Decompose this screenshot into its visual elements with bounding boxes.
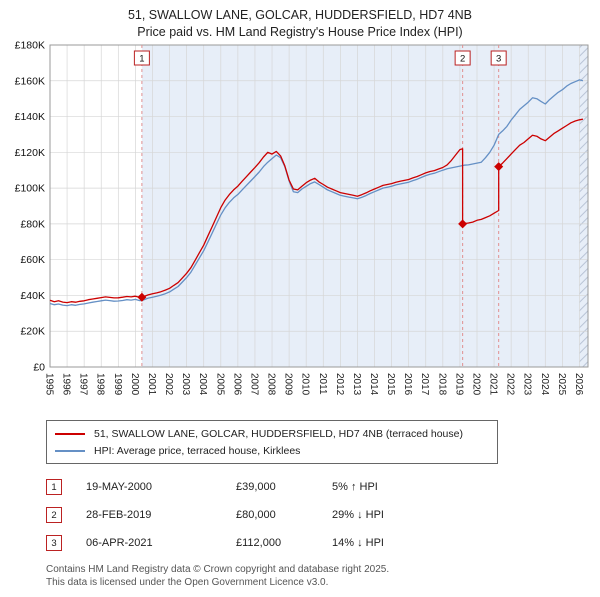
svg-text:2016: 2016	[402, 373, 413, 396]
transaction-row: 2 28-FEB-2019 £80,000 29% ↓ HPI	[46, 507, 600, 523]
svg-text:2006: 2006	[231, 373, 242, 396]
svg-text:1995: 1995	[44, 373, 55, 396]
transaction-date: 28-FEB-2019	[86, 509, 152, 521]
svg-text:2025: 2025	[556, 373, 567, 396]
svg-text:£0: £0	[33, 362, 45, 374]
svg-text:2011: 2011	[317, 373, 328, 395]
svg-text:2: 2	[460, 54, 465, 65]
svg-text:2023: 2023	[522, 373, 533, 396]
svg-text:1999: 1999	[112, 373, 123, 396]
transaction-price: £39,000	[236, 481, 276, 493]
license-footer: Contains HM Land Registry data © Crown c…	[46, 563, 600, 589]
chart-header: 51, SWALLOW LANE, GOLCAR, HUDDERSFIELD, …	[0, 7, 600, 41]
svg-text:2017: 2017	[419, 373, 430, 396]
svg-text:2007: 2007	[248, 373, 259, 396]
svg-text:3: 3	[496, 54, 501, 65]
transaction-number-badge: 2	[46, 507, 62, 523]
svg-text:£100K: £100K	[15, 183, 45, 195]
transaction-list: 1 19-MAY-2000 £39,000 5% ↑ HPI 2 28-FEB-…	[46, 479, 600, 551]
transaction-number-badge: 3	[46, 535, 62, 551]
svg-text:£180K: £180K	[15, 41, 45, 52]
svg-text:2008: 2008	[266, 373, 277, 396]
svg-text:1998: 1998	[95, 373, 106, 396]
svg-text:£60K: £60K	[20, 254, 45, 266]
svg-text:2024: 2024	[539, 373, 550, 396]
transaction-price: £80,000	[236, 509, 276, 521]
svg-text:1996: 1996	[61, 373, 72, 396]
transaction-hpi-delta: 5% ↑ HPI	[332, 481, 378, 493]
svg-text:2001: 2001	[146, 373, 157, 396]
svg-text:2012: 2012	[334, 373, 345, 396]
transaction-row: 1 19-MAY-2000 £39,000 5% ↑ HPI	[46, 479, 600, 495]
transaction-hpi-delta: 29% ↓ HPI	[332, 509, 384, 521]
svg-text:2010: 2010	[300, 373, 311, 396]
legend-hpi-label: HPI: Average price, terraced house, Kirk…	[94, 444, 301, 457]
svg-text:2004: 2004	[197, 373, 208, 396]
svg-text:2014: 2014	[368, 373, 379, 396]
chart-legend: 51, SWALLOW LANE, GOLCAR, HUDDERSFIELD, …	[46, 420, 498, 464]
svg-text:2021: 2021	[488, 373, 499, 396]
svg-text:£160K: £160K	[15, 75, 45, 87]
svg-text:2018: 2018	[436, 373, 447, 396]
page-title: 51, SWALLOW LANE, GOLCAR, HUDDERSFIELD, …	[127, 8, 473, 22]
svg-text:2013: 2013	[351, 373, 362, 396]
legend-property-label: 51, SWALLOW LANE, GOLCAR, HUDDERSFIELD, …	[94, 427, 463, 440]
svg-text:2009: 2009	[283, 373, 294, 396]
legend-item-property: 51, SWALLOW LANE, GOLCAR, HUDDERSFIELD, …	[55, 425, 489, 442]
footer-line-2: This data is licensed under the Open Gov…	[46, 577, 329, 588]
legend-item-hpi: HPI: Average price, terraced house, Kirk…	[55, 442, 489, 459]
svg-text:£140K: £140K	[15, 111, 45, 123]
svg-text:2022: 2022	[505, 373, 516, 396]
transaction-date: 06-APR-2021	[86, 537, 153, 549]
svg-text:2005: 2005	[214, 373, 225, 396]
svg-text:2019: 2019	[453, 373, 464, 396]
transaction-hpi-delta: 14% ↓ HPI	[332, 537, 384, 549]
svg-text:£20K: £20K	[20, 326, 45, 338]
property-line-swatch	[55, 432, 85, 435]
svg-text:£40K: £40K	[20, 290, 45, 302]
transaction-price: £112,000	[236, 537, 282, 549]
page-subtitle: Price paid vs. HM Land Registry's House …	[137, 25, 463, 39]
svg-text:2000: 2000	[129, 373, 140, 396]
svg-text:£80K: £80K	[20, 218, 45, 230]
svg-text:2002: 2002	[163, 373, 174, 396]
svg-text:1997: 1997	[78, 373, 89, 396]
price-chart: 1995 1996 1997 1998 1999 2000 2001 2002 2003 2004…	[15, 40, 589, 396]
transaction-row: 3 06-APR-2021 £112,000 14% ↓ HPI	[46, 535, 600, 551]
svg-text:2020: 2020	[470, 373, 481, 396]
svg-text:1: 1	[139, 54, 144, 65]
footer-line-1: Contains HM Land Registry data © Crown c…	[46, 564, 390, 575]
svg-text:£120K: £120K	[15, 147, 45, 159]
svg-text:2015: 2015	[385, 373, 396, 396]
transaction-number-badge: 1	[46, 479, 62, 495]
svg-text:2003: 2003	[180, 373, 191, 396]
hpi-line-swatch	[55, 449, 85, 452]
transaction-date: 19-MAY-2000	[86, 481, 153, 493]
svg-text:2026: 2026	[573, 373, 584, 396]
